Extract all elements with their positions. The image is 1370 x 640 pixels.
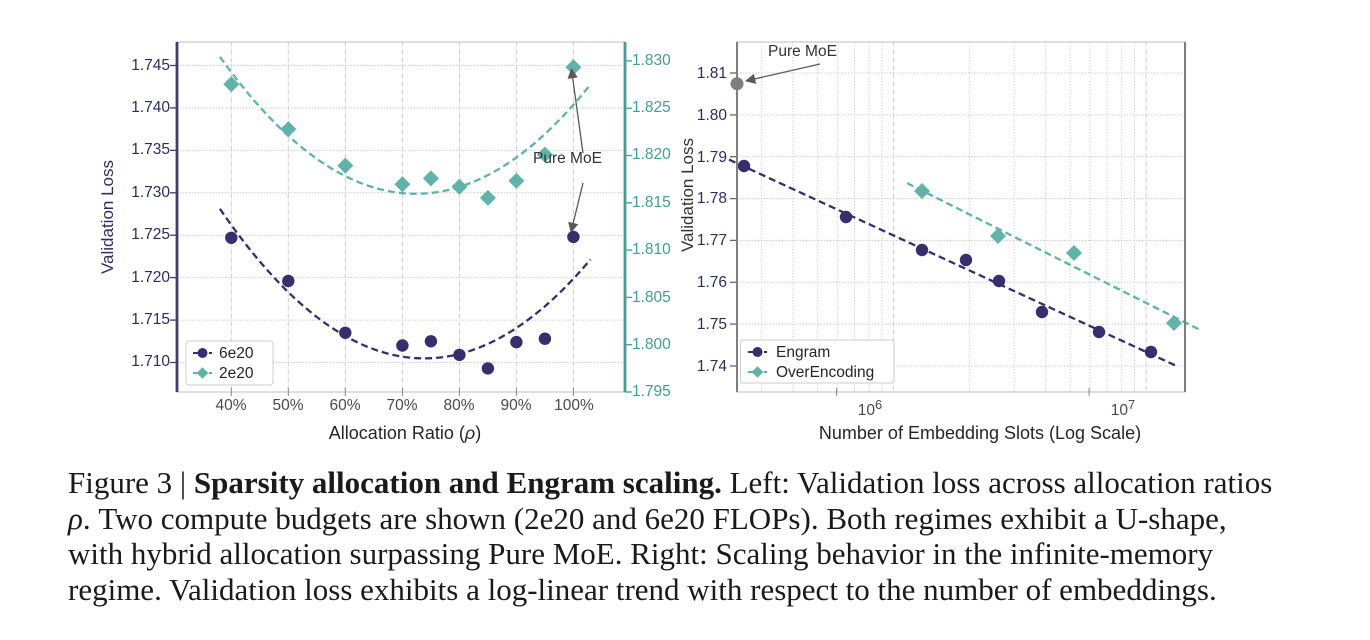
svg-text:Engram: Engram [776,344,830,361]
svg-text:6e20: 6e20 [219,345,254,362]
svg-text:Pure MoE: Pure MoE [768,43,837,60]
svg-text:Pure MoE: Pure MoE [533,150,602,167]
svg-text:OverEncoding: OverEncoding [776,364,874,381]
svg-text:2e20: 2e20 [219,365,254,382]
